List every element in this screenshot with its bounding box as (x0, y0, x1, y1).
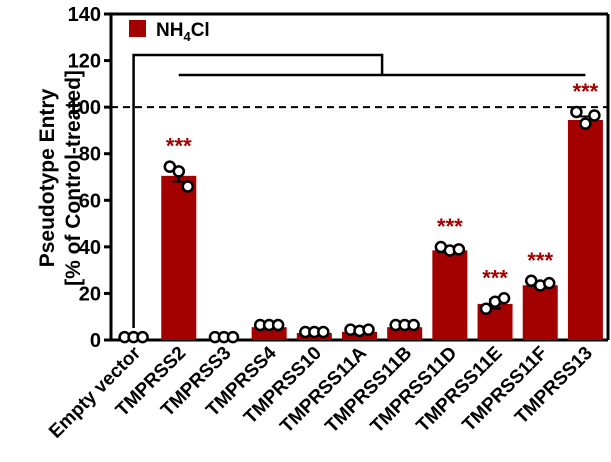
y-tick-label: 120 (68, 51, 101, 73)
y-tick-label: 140 (68, 4, 101, 26)
data-point (271, 318, 285, 332)
data-point (542, 276, 556, 290)
data-point (407, 318, 420, 332)
y-tick-label: 0 (90, 330, 101, 352)
y-tick-label: 20 (79, 283, 101, 305)
legend-label-subscript: 4 (183, 29, 191, 44)
legend-label-suffix: Cl (191, 20, 210, 41)
data-point (497, 292, 511, 305)
data-point (362, 323, 375, 336)
significance-label: *** (527, 248, 553, 273)
legend-label: NH4Cl (156, 20, 210, 44)
significance-markers: *** *** *** *** *** (166, 79, 599, 290)
data-point (136, 330, 149, 344)
data-point (588, 109, 601, 122)
data-point (579, 117, 592, 130)
bar (522, 285, 558, 340)
data-point (570, 105, 583, 119)
significance-label: *** (166, 134, 192, 159)
y-axis-title-line2: [% of Control-treated] (62, 70, 85, 286)
bracket-stem (132, 53, 384, 328)
bar (567, 119, 603, 340)
y-tick-label: 80 (79, 144, 101, 166)
legend-label-main: NH (156, 20, 183, 41)
y-axis-title-line1: Pseudotype Entry (36, 88, 59, 267)
bar (161, 175, 197, 340)
data-point (172, 165, 186, 178)
legend-swatch (129, 20, 146, 37)
bar (432, 250, 468, 340)
data-point (317, 325, 330, 339)
significance-label: *** (437, 214, 463, 239)
significance-label: *** (482, 265, 508, 290)
comparison-bracket (132, 53, 586, 328)
legend: NH4Cl (129, 20, 210, 44)
data-points (118, 105, 601, 344)
data-point (452, 243, 466, 256)
bars (161, 119, 603, 340)
data-point (226, 330, 240, 344)
y-tick-label: 60 (79, 190, 101, 212)
significance-label: *** (573, 79, 599, 104)
data-point (181, 180, 195, 193)
data-point (479, 302, 493, 315)
y-tick-label: 100 (68, 97, 101, 119)
y-tick-label: 40 (79, 237, 101, 259)
x-axis-labels: Empty vectorTMPRSS2TMPRSS3TMPRSS4TMPRSS1… (45, 342, 597, 442)
